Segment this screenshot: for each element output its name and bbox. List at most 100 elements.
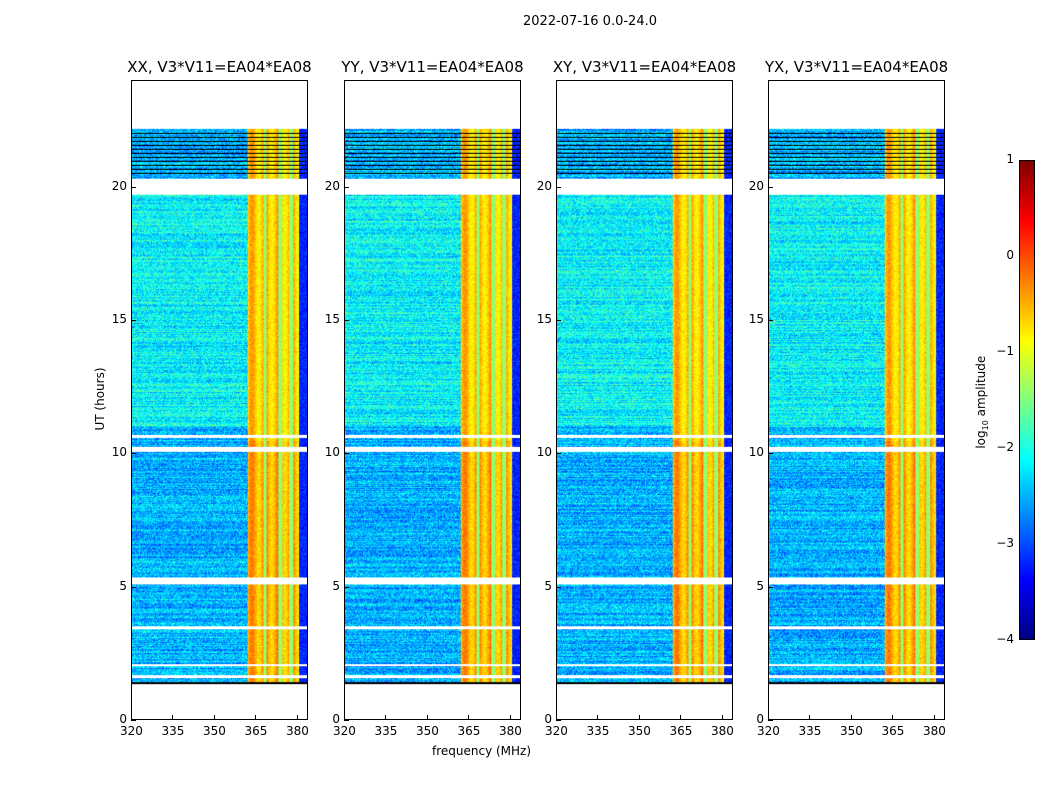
x-tick-label: 380 <box>285 724 309 738</box>
colorbar-label-sub: 10 <box>981 420 991 431</box>
colorbar-tick-label: 0 <box>1006 248 1014 262</box>
y-tick-mark <box>768 320 773 321</box>
y-tick-mark <box>556 453 561 455</box>
y-tick-mark <box>556 320 561 321</box>
panel-title: XY, V3*V11=EA04*EA08 <box>552 58 737 76</box>
x-tick-label: 365 <box>669 724 693 738</box>
spectrogram-panel-1 <box>344 80 521 720</box>
colorbar-label: log10 amplitude <box>974 342 990 462</box>
x-tick-label: 350 <box>202 724 226 738</box>
y-tick-mark <box>768 586 773 588</box>
y-tick-label: 0 <box>756 712 764 726</box>
y-tick-label: 15 <box>324 312 340 326</box>
x-tick-mark <box>344 715 345 720</box>
y-tick-label: 15 <box>111 312 127 326</box>
x-tick-label: 320 <box>333 724 356 738</box>
y-tick-label: 0 <box>544 712 552 726</box>
x-tick-mark <box>850 715 852 720</box>
x-tick-mark <box>933 715 935 720</box>
y-tick-label: 15 <box>536 312 552 326</box>
x-tick-mark <box>213 715 215 720</box>
y-tick-mark <box>768 720 773 721</box>
x-tick-mark <box>509 715 511 720</box>
x-tick-label: 335 <box>161 724 185 738</box>
x-tick-mark <box>296 715 298 720</box>
y-tick-label: 15 <box>748 312 764 326</box>
y-tick-mark <box>344 720 349 721</box>
y-tick-mark <box>768 453 773 455</box>
x-tick-mark <box>426 715 428 720</box>
panel-title: XX, V3*V11=EA04*EA08 <box>127 58 312 76</box>
colorbar <box>1019 160 1035 640</box>
x-tick-label: 350 <box>839 724 863 738</box>
x-tick-mark <box>721 715 723 720</box>
x-tick-mark <box>385 715 387 720</box>
y-tick-label: 0 <box>119 712 127 726</box>
y-tick-mark <box>768 186 773 188</box>
colorbar-tick-label: −2 <box>996 440 1014 454</box>
x-axis-label: frequency (MHz) <box>432 744 532 758</box>
y-tick-mark <box>556 720 561 721</box>
x-tick-mark <box>809 715 811 720</box>
x-tick-label: 320 <box>757 724 780 738</box>
x-tick-label: 320 <box>120 724 143 738</box>
y-tick-label: 5 <box>332 578 340 593</box>
x-tick-mark <box>892 715 894 720</box>
x-tick-label: 380 <box>922 724 946 738</box>
y-tick-label: 20 <box>748 178 764 193</box>
x-tick-label: 335 <box>798 724 822 738</box>
x-tick-mark <box>597 715 599 720</box>
x-tick-label: 365 <box>881 724 905 738</box>
x-tick-label: 350 <box>415 724 439 738</box>
y-tick-mark <box>131 453 136 455</box>
spectrogram-panel-0 <box>131 80 308 720</box>
colorbar-label-tail: amplitude <box>973 355 988 421</box>
y-tick-mark <box>131 586 136 588</box>
x-tick-mark <box>468 715 470 720</box>
y-tick-mark <box>556 186 561 188</box>
y-tick-mark <box>556 586 561 588</box>
y-tick-label: 20 <box>324 178 340 193</box>
colorbar-tick-label: −1 <box>996 344 1014 358</box>
panel-title: YX, V3*V11=EA04*EA08 <box>764 58 949 76</box>
y-tick-label: 10 <box>536 445 552 460</box>
x-tick-label: 320 <box>545 724 568 738</box>
y-tick-mark <box>131 186 136 188</box>
x-tick-mark <box>255 715 257 720</box>
y-tick-label: 10 <box>324 445 340 460</box>
x-tick-label: 365 <box>457 724 481 738</box>
y-tick-label: 5 <box>544 578 552 593</box>
y-tick-mark <box>344 186 349 188</box>
x-tick-mark <box>556 715 557 720</box>
colorbar-tick-label: −3 <box>996 536 1014 550</box>
x-tick-label: 380 <box>710 724 734 738</box>
x-tick-label: 350 <box>627 724 651 738</box>
colorbar-tick-label: −4 <box>996 632 1014 646</box>
y-tick-mark <box>344 453 349 455</box>
y-tick-mark <box>344 320 349 321</box>
x-tick-label: 365 <box>244 724 268 738</box>
spectrogram-panel-3 <box>768 80 945 720</box>
x-tick-label: 335 <box>586 724 610 738</box>
y-tick-mark <box>344 586 349 588</box>
y-tick-label: 20 <box>536 178 552 193</box>
x-tick-mark <box>768 715 769 720</box>
y-axis-label: UT (hours) <box>93 367 107 431</box>
x-tick-mark <box>172 715 174 720</box>
panel-title: YY, V3*V11=EA04*EA08 <box>341 58 524 76</box>
y-tick-label: 10 <box>111 445 127 460</box>
y-tick-label: 5 <box>119 578 127 593</box>
colorbar-label-log: log <box>973 430 988 449</box>
y-tick-label: 10 <box>748 445 764 460</box>
figure-title: 2022-07-16 0.0-24.0 <box>523 14 657 29</box>
y-tick-mark <box>131 720 136 721</box>
y-tick-label: 0 <box>332 712 340 726</box>
y-tick-mark <box>131 320 136 321</box>
colorbar-tick-label: 1 <box>1006 152 1014 166</box>
x-tick-label: 380 <box>498 724 522 738</box>
spectrogram-panel-2 <box>556 80 733 720</box>
x-tick-mark <box>638 715 640 720</box>
x-tick-mark <box>131 715 132 720</box>
y-tick-label: 20 <box>111 178 127 193</box>
